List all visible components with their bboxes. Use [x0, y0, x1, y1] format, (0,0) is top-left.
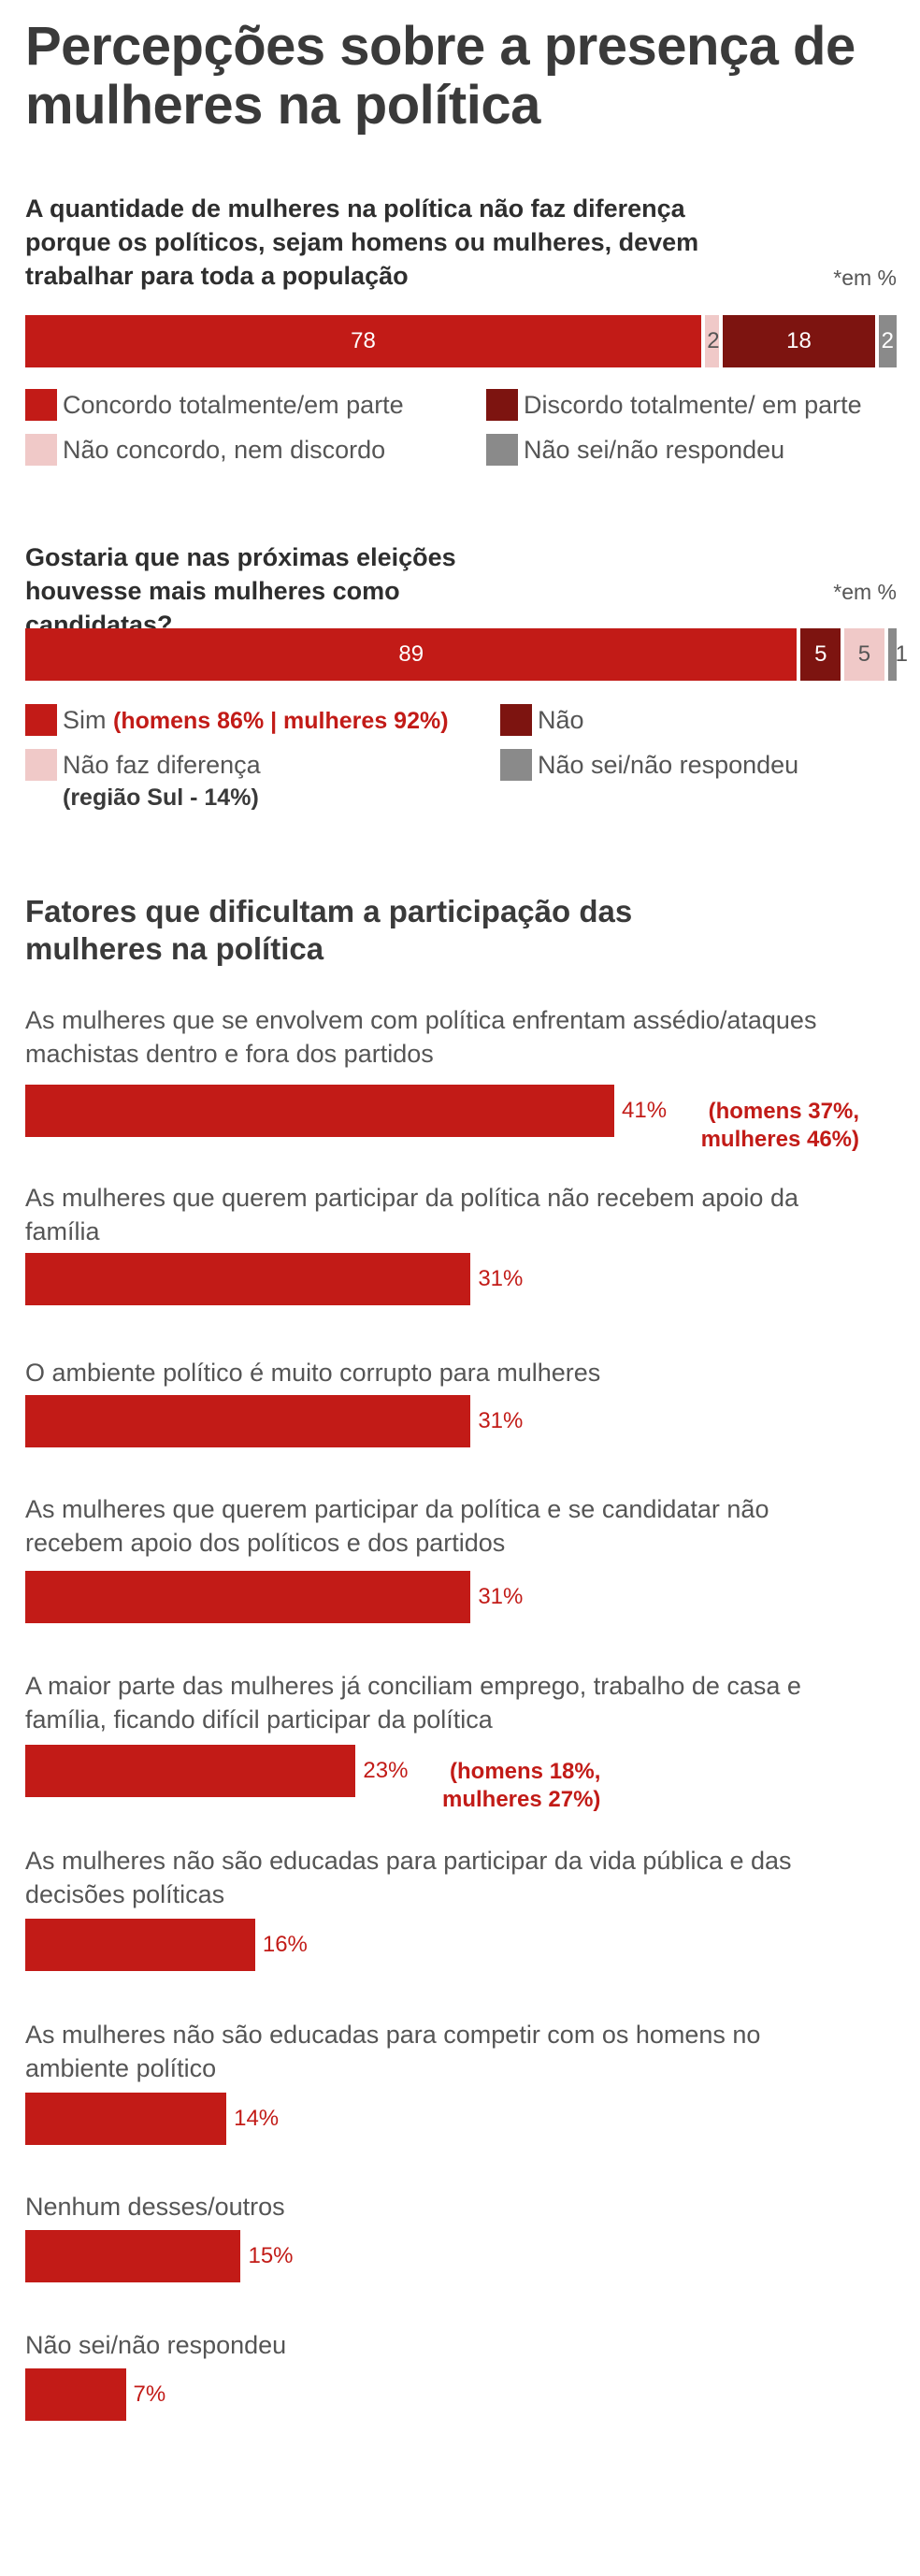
stack-segment	[25, 628, 798, 681]
factor-bar	[25, 2230, 241, 2282]
legend-text: Concordo totalmente/em parte	[63, 391, 404, 419]
segment-value-label: 2	[707, 328, 720, 353]
unit-note-1: *em %	[833, 266, 897, 290]
legend-label: Não	[538, 704, 584, 736]
factor-label: As mulheres não são educadas para compet…	[25, 2021, 761, 2082]
segment-value-label: 5	[814, 641, 827, 667]
factor-label: A maior parte das mulheres já conciliam …	[25, 1672, 801, 1734]
main-title: Percepções sobre a presença de mulheres …	[25, 16, 855, 136]
section-title-factors: Fatores que dificultam a participação da…	[25, 894, 633, 966]
factor-label: As mulheres que se envolvem com política…	[25, 1006, 817, 1068]
factor-bar	[25, 1085, 614, 1137]
factor-label: O ambiente político é muito corrupto par…	[25, 1359, 601, 1387]
factor-bar	[25, 1571, 471, 1623]
legend-text: Sim	[63, 706, 107, 734]
segment-value-label: 5	[857, 641, 871, 667]
stacked-bar-2: 89 5 5 1	[25, 628, 908, 681]
legend-swatch	[486, 389, 518, 421]
factor-value-label: 31%	[478, 1584, 524, 1609]
factor-value-label: 23%	[363, 1758, 409, 1783]
factor-bar	[25, 1745, 356, 1797]
legend-label: Discordo totalmente/ em parte	[524, 389, 862, 421]
factor-bar	[25, 1253, 471, 1305]
stack-segment	[800, 628, 841, 681]
segment-value-label: 18	[786, 328, 812, 353]
factor-label: Nenhum desses/outros	[25, 2193, 285, 2221]
factor-bar	[25, 1919, 255, 1971]
segment-value-label: 78	[351, 328, 376, 353]
stack-segment	[722, 315, 876, 367]
legend-note: (homens 86% | mulheres 92%)	[113, 708, 449, 734]
stack-segment	[879, 315, 897, 367]
factor-value-label: 14%	[234, 2106, 280, 2131]
factor-bar	[25, 2093, 227, 2145]
factor-value-label: 41%	[622, 1098, 668, 1123]
factor-label: As mulheres não são educadas para partic…	[25, 1847, 792, 1908]
legend-label: Não concordo, nem discordo	[63, 434, 385, 466]
factor-label: As mulheres que querem participar da pol…	[25, 1495, 769, 1557]
segment-value-label: 2	[881, 328, 895, 353]
legend-swatch	[25, 434, 57, 466]
question-1-title: A quantidade de mulheres na política não…	[25, 194, 699, 290]
factor-label: Não sei/não respondeu	[25, 2331, 287, 2359]
factor-value-label: 16%	[262, 1932, 308, 1957]
segment-value-label: 89	[398, 641, 424, 667]
legend-label: Sim (homens 86% | mulheres 92%)	[63, 704, 449, 737]
legend-label: Concordo totalmente/em parte	[63, 389, 404, 421]
stack-segment	[25, 315, 701, 367]
legend-label: Não faz diferença (região Sul - 14%)	[63, 749, 261, 813]
legend-text: Não sei/não respondeu	[524, 436, 785, 464]
legend-text: Discordo totalmente/ em parte	[524, 391, 862, 419]
legend-swatch	[25, 389, 57, 421]
factor-bar	[25, 2368, 126, 2421]
legend-text: Não sei/não respondeu	[538, 751, 799, 779]
legend-note: (região Sul - 14%)	[63, 784, 259, 811]
factor-value-label: 15%	[248, 2243, 294, 2268]
legend-swatch	[25, 749, 57, 781]
factor-label: As mulheres que querem participar da pol…	[25, 1184, 798, 1245]
legend-swatch	[500, 704, 532, 736]
factor-bar	[25, 1395, 471, 1447]
factor-note: (homens 18%, mulheres 27%)	[442, 1759, 601, 1812]
legend-label: Não sei/não respondeu	[538, 749, 798, 781]
factor-value-label: 31%	[478, 1266, 524, 1291]
factor-value-label: 31%	[478, 1408, 524, 1433]
legend-swatch	[486, 434, 518, 466]
unit-note-2: *em %	[833, 580, 897, 604]
segment-value-label: 1	[895, 641, 909, 667]
stacked-bar-1: 78 2 18 2	[25, 315, 897, 367]
factor-note: (homens 37%, mulheres 46%)	[700, 1099, 859, 1152]
legend-label: Não sei/não respondeu	[524, 434, 784, 466]
legend-text: Não faz diferença	[63, 751, 261, 779]
legend-text: Não concordo, nem discordo	[63, 436, 386, 464]
question-2-title: Gostaria que nas próximas eleições houve…	[25, 543, 456, 639]
stack-segment	[887, 628, 897, 681]
stack-segment	[844, 628, 884, 681]
legend-text: Não	[538, 706, 584, 734]
legend-swatch	[500, 749, 532, 781]
stack-segment	[704, 315, 719, 367]
factor-value-label: 7%	[133, 2382, 166, 2407]
legend-swatch	[25, 704, 57, 736]
